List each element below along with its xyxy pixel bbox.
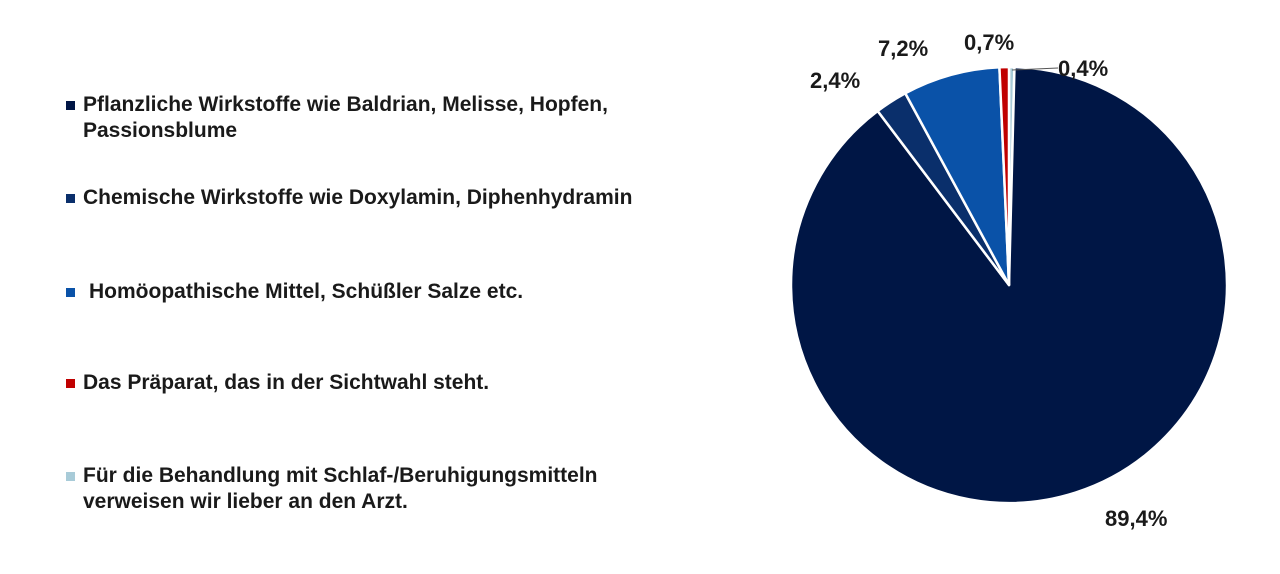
legend-label-pflanzliche: Pflanzliche Wirkstoffe wie Baldrian, Mel… <box>83 93 608 142</box>
legend-swatch-chemische <box>66 194 75 203</box>
pie-labels: 89,4% 2,4% 7,2% 0,7% 0,4% <box>810 30 1167 531</box>
pie-slice-homoeopathische <box>904 65 1011 287</box>
legend-label-chemische: Chemische Wirkstoffe wie Doxylamin, Diph… <box>83 186 633 209</box>
slice-label-homoeopathische: 7,2% <box>878 36 928 61</box>
legend-label-arzt: Für die Behandlung mit Schlaf-/Beruhigun… <box>83 464 598 513</box>
legend-swatch-arzt <box>66 472 75 481</box>
legend-item-arzt: Für die Behandlung mit Schlaf-/Beruhigun… <box>66 463 598 515</box>
legend-label-praeparat: Das Präparat, das in der Sichtwahl steht… <box>83 371 490 394</box>
legend-label-homoeopathische: Homöopathische Mittel, Schüßler Salze et… <box>89 280 524 303</box>
pie-slice-praeparat <box>998 65 1011 287</box>
chart-legend: Pflanzliche Wirkstoffe wie Baldrian, Mel… <box>66 0 786 574</box>
leader-line-arzt <box>1011 67 1059 71</box>
legend-item-chemische: Chemische Wirkstoffe wie Doxylamin, Diph… <box>66 185 632 211</box>
pie-chart: 89,4% 2,4% 7,2% 0,7% 0,4% <box>789 30 1229 531</box>
legend-item-praeparat: Das Präparat, das in der Sichtwahl steht… <box>66 370 489 396</box>
slice-label-arzt: 0,4% <box>1058 56 1108 81</box>
legend-item-homoeopathische: Homöopathische Mittel, Schüßler Salze et… <box>66 279 523 305</box>
pie-slices <box>789 65 1229 505</box>
slice-label-praeparat: 0,7% <box>964 30 1014 55</box>
slice-label-pflanzliche: 89,4% <box>1105 506 1167 531</box>
legend-swatch-pflanzliche <box>66 101 75 110</box>
legend-item-pflanzliche: Pflanzliche Wirkstoffe wie Baldrian, Mel… <box>66 92 608 144</box>
legend-swatch-homoeopathische <box>66 288 75 297</box>
legend-swatch-praeparat <box>66 379 75 388</box>
slice-label-chemische: 2,4% <box>810 68 860 93</box>
